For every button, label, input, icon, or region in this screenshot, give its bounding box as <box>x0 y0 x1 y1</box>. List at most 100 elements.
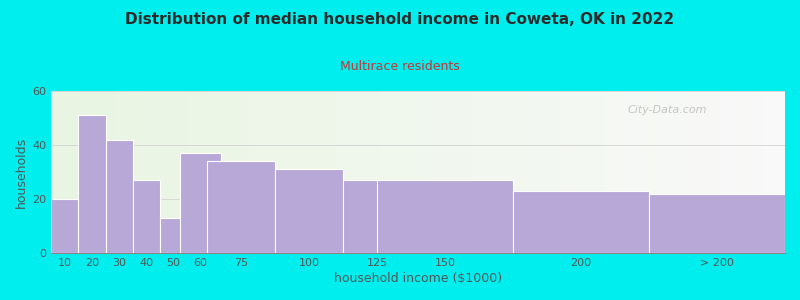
Bar <box>413 91 416 253</box>
Bar <box>516 91 518 253</box>
Bar <box>489 91 491 253</box>
Bar <box>421 91 423 253</box>
Bar <box>741 91 743 253</box>
Bar <box>213 91 215 253</box>
Bar <box>502 91 504 253</box>
Bar <box>340 91 342 253</box>
Bar <box>778 91 780 253</box>
Bar <box>494 91 496 253</box>
Bar <box>514 191 649 253</box>
Bar <box>401 91 403 253</box>
Bar <box>330 91 333 253</box>
Bar <box>338 91 340 253</box>
Bar <box>631 91 634 253</box>
Bar <box>670 91 673 253</box>
Bar <box>178 91 181 253</box>
Bar <box>548 91 550 253</box>
Bar <box>562 91 565 253</box>
Bar <box>770 91 773 253</box>
Bar <box>435 91 438 253</box>
Bar <box>528 91 530 253</box>
Bar <box>102 91 105 253</box>
Bar <box>697 91 699 253</box>
Bar <box>706 91 709 253</box>
Bar <box>359 91 362 253</box>
Bar <box>335 91 338 253</box>
Bar <box>130 91 132 253</box>
Bar <box>51 199 78 253</box>
Bar <box>132 91 134 253</box>
Bar <box>643 91 646 253</box>
Bar <box>594 91 597 253</box>
Bar <box>322 91 325 253</box>
Bar <box>426 91 428 253</box>
Bar <box>460 91 462 253</box>
Bar <box>616 91 618 253</box>
Bar <box>174 91 176 253</box>
Bar <box>665 91 667 253</box>
Bar <box>51 91 54 253</box>
Bar <box>555 91 558 253</box>
Bar <box>232 91 234 253</box>
Bar <box>350 91 352 253</box>
Bar <box>98 91 100 253</box>
Bar <box>572 91 574 253</box>
Bar <box>252 91 254 253</box>
Bar <box>623 91 626 253</box>
Bar <box>384 91 386 253</box>
Bar <box>780 91 782 253</box>
Bar <box>343 180 411 253</box>
Bar <box>186 91 188 253</box>
Bar <box>276 91 278 253</box>
Bar <box>218 91 220 253</box>
Bar <box>704 91 706 253</box>
Bar <box>614 91 616 253</box>
Bar <box>369 91 371 253</box>
Bar <box>308 91 310 253</box>
Bar <box>237 91 239 253</box>
Bar <box>766 91 768 253</box>
Bar <box>100 91 102 253</box>
Bar <box>454 91 458 253</box>
Bar <box>458 91 460 253</box>
Bar <box>590 91 592 253</box>
Bar <box>63 91 66 253</box>
Bar <box>162 91 164 253</box>
Bar <box>609 91 611 253</box>
Bar <box>611 91 614 253</box>
Bar <box>83 91 86 253</box>
Bar <box>289 91 291 253</box>
Bar <box>618 91 621 253</box>
Bar <box>592 91 594 253</box>
X-axis label: household income ($1000): household income ($1000) <box>334 272 502 285</box>
Bar <box>193 91 195 253</box>
Bar <box>634 91 636 253</box>
Bar <box>95 91 98 253</box>
Bar <box>382 91 384 253</box>
Bar <box>638 91 641 253</box>
Bar <box>558 91 560 253</box>
Bar <box>278 91 281 253</box>
Bar <box>117 91 120 253</box>
Bar <box>582 91 585 253</box>
Bar <box>227 91 230 253</box>
Bar <box>726 91 729 253</box>
Bar <box>394 91 396 253</box>
Bar <box>266 91 269 253</box>
Bar <box>526 91 528 253</box>
Bar <box>565 91 567 253</box>
Bar <box>180 153 221 253</box>
Bar <box>602 91 604 253</box>
Bar <box>702 91 704 253</box>
Bar <box>386 91 389 253</box>
Bar <box>756 91 758 253</box>
Bar <box>120 91 122 253</box>
Bar <box>137 91 139 253</box>
Bar <box>530 91 533 253</box>
Bar <box>112 91 114 253</box>
Bar <box>242 91 244 253</box>
Bar <box>430 91 433 253</box>
Bar <box>579 91 582 253</box>
Bar <box>729 91 731 253</box>
Bar <box>567 91 570 253</box>
